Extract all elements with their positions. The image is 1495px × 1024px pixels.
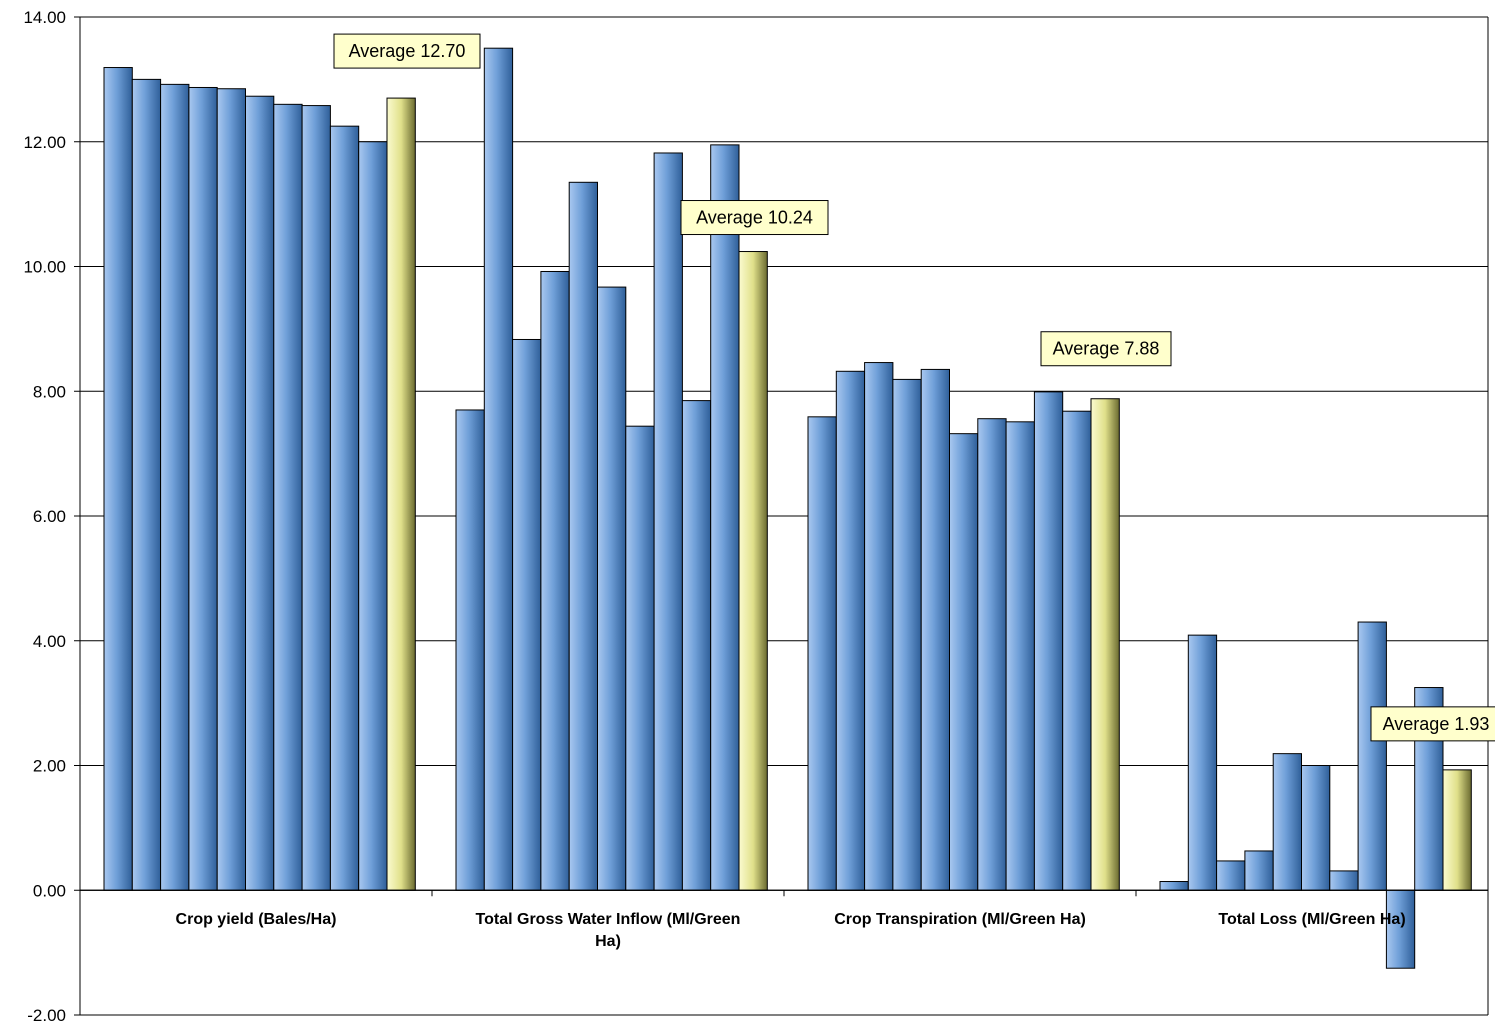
data-bar <box>568 181 599 891</box>
average-bar <box>1442 769 1472 891</box>
average-callout-label: Average 12.70 <box>349 41 466 61</box>
y-tick-label: -2.00 <box>27 1006 66 1024</box>
data-bar <box>710 144 740 891</box>
y-tick-label: 2.00 <box>33 757 66 776</box>
data-bar <box>807 416 837 891</box>
data-bar <box>1244 850 1274 891</box>
data-bar <box>681 400 712 891</box>
data-bar <box>188 86 218 891</box>
y-tick-label: 12.00 <box>23 133 66 152</box>
data-bar <box>1033 391 1064 891</box>
category-label: Total Loss (Ml/Green Ha) <box>1218 911 1405 928</box>
data-bar <box>597 286 627 891</box>
data-bar <box>329 125 360 891</box>
y-tick-label: 4.00 <box>33 632 66 651</box>
data-bar <box>455 409 485 891</box>
category-label: Total Gross Water Inflow (Ml/Green Ha) <box>476 911 741 950</box>
data-bar <box>1216 860 1246 891</box>
data-bar <box>835 370 866 891</box>
average-callout-label: Average 7.88 <box>1053 339 1160 359</box>
y-tick-label: 0.00 <box>33 881 66 900</box>
average-callout-label: Average 1.93 <box>1383 714 1490 734</box>
data-bar <box>1005 421 1035 891</box>
data-bar <box>160 83 190 891</box>
y-tick-label: 8.00 <box>33 382 66 401</box>
average-callout: Average 12.70 <box>333 33 481 69</box>
data-bar <box>920 368 951 891</box>
data-bar <box>512 338 542 891</box>
data-bar <box>892 378 922 891</box>
average-callout: Average 7.88 <box>1040 331 1172 367</box>
average-callout-box <box>1370 706 1495 742</box>
data-bar <box>1329 870 1359 891</box>
average-bar <box>386 97 416 891</box>
data-bar <box>540 270 570 891</box>
axes <box>74 16 1489 1016</box>
category-label: Crop Transpiration (Ml/Green Ha) <box>834 911 1086 928</box>
data-bar <box>949 433 979 891</box>
bars <box>103 47 1472 969</box>
data-bar <box>653 152 683 891</box>
data-bar <box>1385 889 1416 969</box>
category-label: Crop yield (Bales/Ha) <box>176 911 337 928</box>
data-bar <box>1272 753 1302 891</box>
average-callout-label: Average 10.24 <box>696 208 813 228</box>
data-bar <box>103 67 133 891</box>
average-callout-box <box>1040 331 1172 367</box>
data-bar <box>625 425 655 891</box>
data-bar <box>977 418 1007 891</box>
data-bar <box>483 47 514 891</box>
y-tick-label: 10.00 <box>23 258 66 277</box>
average-callout: Average 10.24 <box>680 200 829 236</box>
average-callout: Average 1.93 <box>1370 706 1495 742</box>
data-bar <box>864 362 894 891</box>
y-tick-label: 6.00 <box>33 507 66 526</box>
data-bar <box>245 95 275 891</box>
data-bar <box>1159 881 1189 891</box>
data-bar <box>1062 410 1092 891</box>
data-bar <box>1187 634 1218 891</box>
average-bar <box>1090 398 1120 891</box>
data-bar <box>1357 621 1387 891</box>
data-bar <box>301 105 331 891</box>
data-bar <box>216 88 246 891</box>
data-bar <box>1301 765 1331 891</box>
labels: -2.00 0.00 2.00 4.00 6.00 8.00 10.00 12.00 14.00… <box>23 8 1405 1024</box>
annotations: Average 12.70 Average 10.24 Average 7.88 Av… <box>333 33 1495 742</box>
average-bar <box>738 251 768 891</box>
y-tick-label: 14.00 <box>23 8 66 27</box>
data-bar <box>358 141 388 891</box>
data-bar <box>131 78 162 891</box>
data-bar <box>273 103 303 891</box>
average-callout-box <box>333 33 481 69</box>
average-callout-box <box>680 200 829 236</box>
